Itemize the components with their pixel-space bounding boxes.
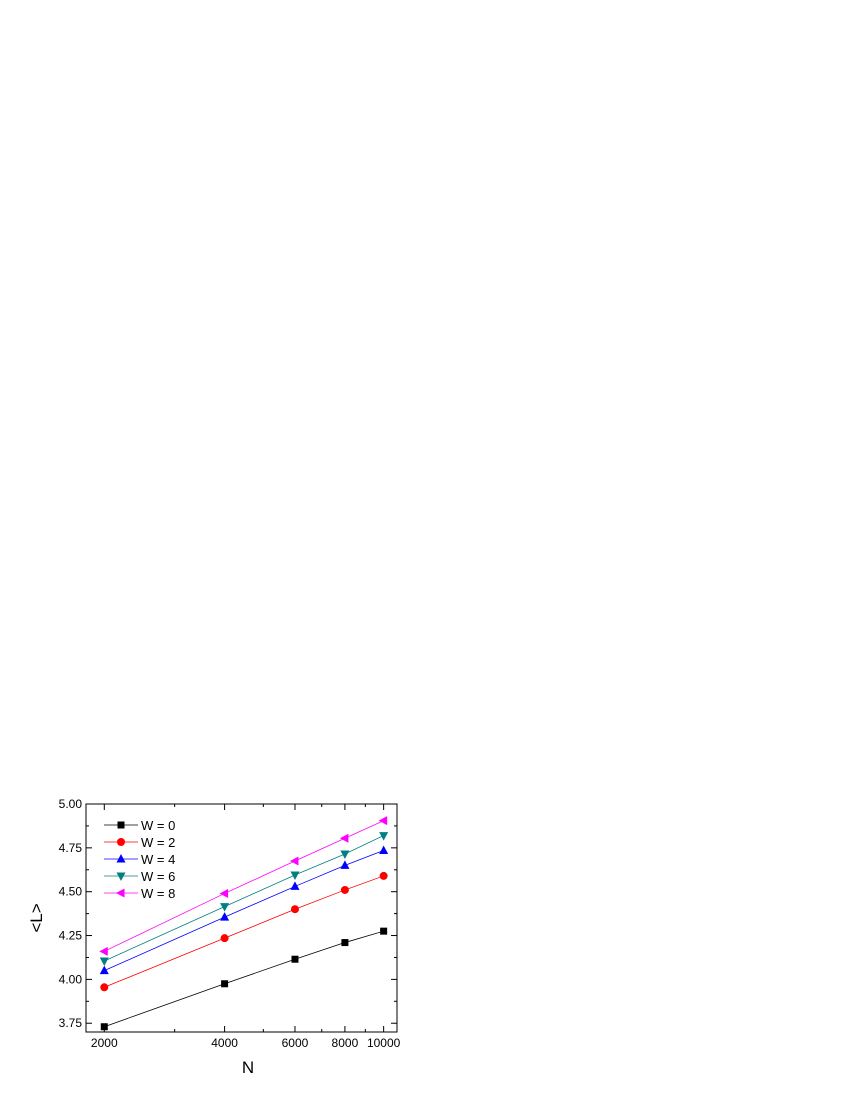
series-markers	[99, 816, 389, 1031]
legend-label: W = 8	[141, 886, 175, 901]
y-tick-label: 5.00	[59, 797, 83, 811]
y-tick-label: 4.25	[59, 929, 83, 943]
data-point	[289, 856, 299, 866]
y-tick-label: 4.75	[59, 841, 83, 855]
y-axis-title: <L>	[27, 903, 46, 932]
legend-label: W = 4	[141, 852, 175, 867]
x-axis-title: N	[242, 1058, 254, 1077]
data-point	[220, 912, 230, 921]
data-point	[99, 957, 109, 966]
data-point	[379, 871, 388, 880]
data-point	[340, 850, 350, 859]
data-point	[379, 845, 389, 854]
data-point	[290, 905, 299, 914]
y-tick-label: 4.50	[59, 885, 83, 899]
y-tick-label: 4.00	[59, 972, 83, 986]
data-point	[339, 833, 349, 843]
axis-ticks: 3.75 4.00 4.25 4.50 4.75 5.00 2000 4000 6000 8000…	[59, 797, 401, 1050]
legend-marker	[117, 821, 125, 829]
y-tick-label: 3.75	[59, 1016, 83, 1030]
legend-marker	[116, 888, 125, 898]
data-point	[380, 927, 388, 935]
legend-label: W = 0	[141, 818, 175, 833]
x-tick-label: 8000	[332, 1036, 359, 1050]
x-tick-label: 6000	[282, 1036, 309, 1050]
x-tick-label: 10000	[367, 1036, 401, 1050]
data-point	[290, 881, 300, 890]
data-point	[220, 903, 230, 912]
data-point	[378, 816, 388, 826]
data-point	[340, 860, 350, 869]
data-point	[379, 832, 389, 841]
data-point	[341, 939, 349, 947]
x-tick-label: 4000	[211, 1036, 238, 1050]
legend-label: W = 2	[141, 835, 175, 850]
legend-marker	[116, 854, 126, 863]
data-point	[99, 965, 109, 975]
data-point	[291, 955, 299, 963]
data-point	[221, 980, 229, 988]
data-point	[220, 934, 229, 943]
data-point	[99, 946, 108, 956]
legend-marker	[117, 838, 125, 846]
legend-label: W = 6	[141, 869, 175, 884]
data-point	[340, 885, 349, 894]
data-point	[100, 983, 109, 992]
x-tick-label: 2000	[91, 1036, 118, 1050]
data-point	[219, 888, 229, 898]
data-point	[290, 871, 300, 881]
legend: W = 0 W = 2 W = 4 W = 6 W = 8	[104, 818, 175, 901]
data-point	[100, 1023, 108, 1031]
plot-frame	[85, 803, 398, 1033]
legend-marker	[116, 872, 126, 881]
